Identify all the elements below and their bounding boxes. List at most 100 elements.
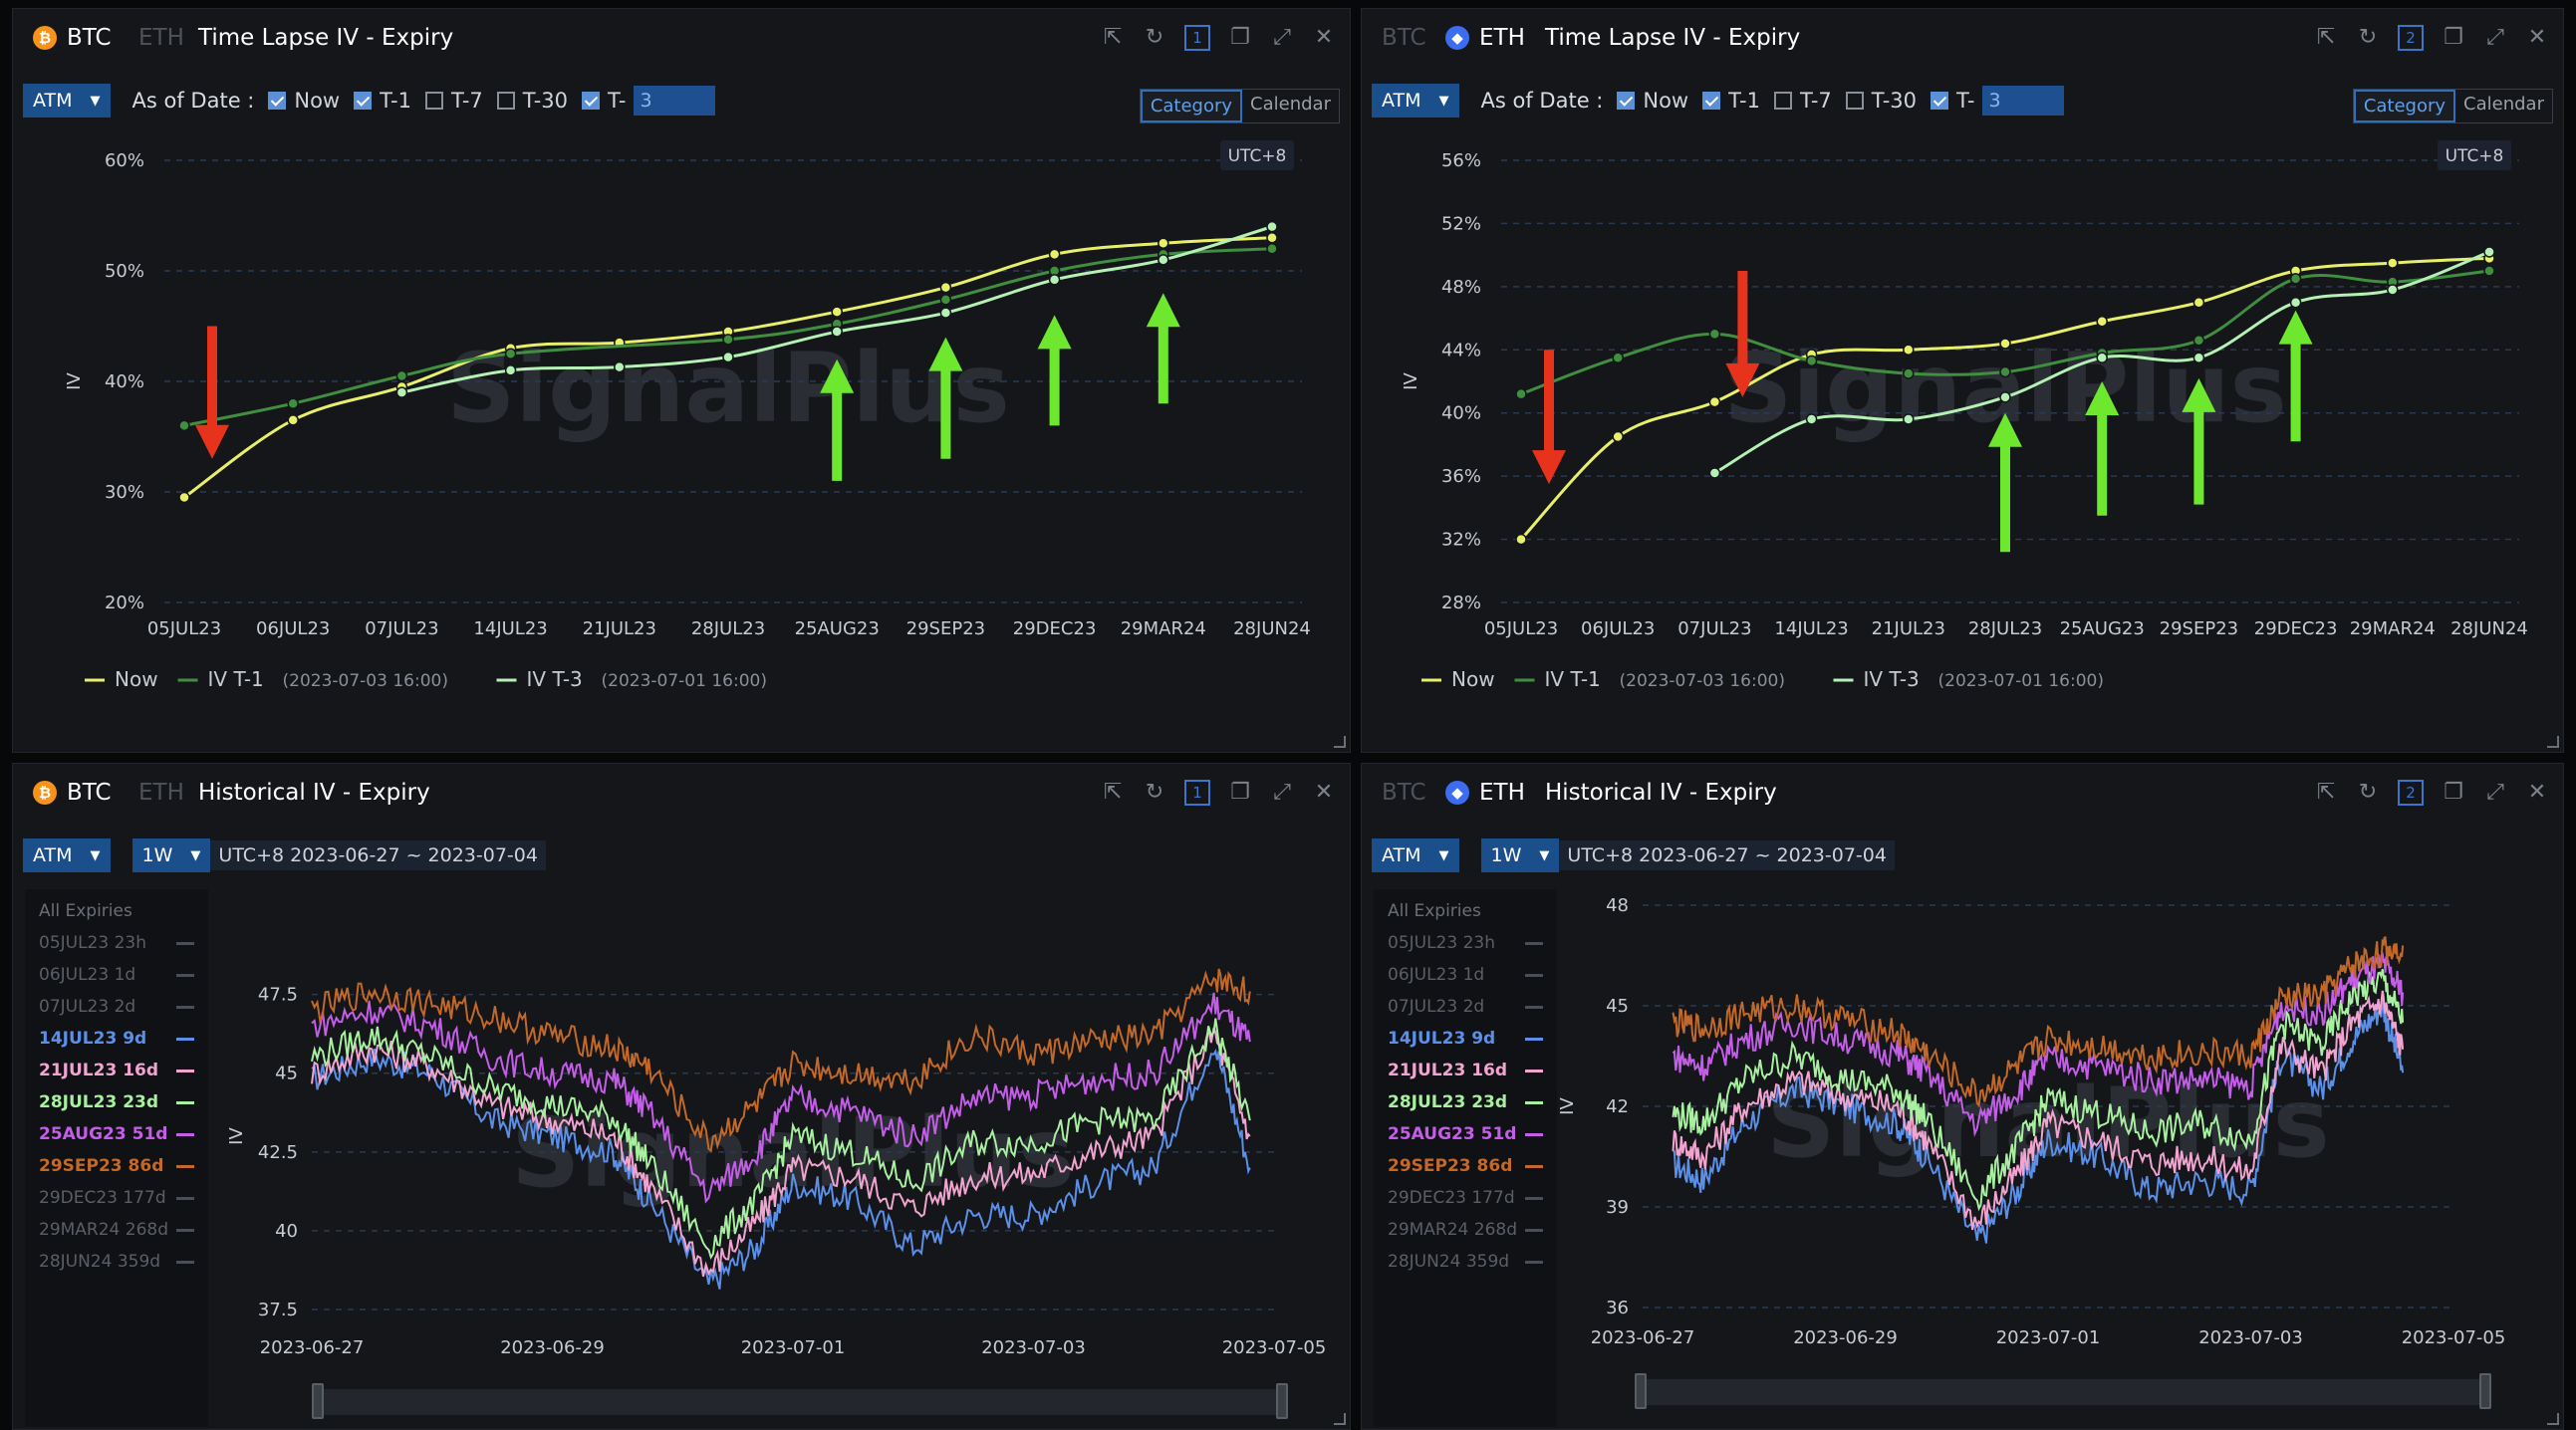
- expand-icon[interactable]: ⤢: [2486, 780, 2504, 805]
- checkbox-now[interactable]: Now: [1617, 89, 1688, 113]
- legend-all-expiries[interactable]: All Expiries: [39, 901, 132, 921]
- legend-item[interactable]: 28JUL23 23d: [25, 1086, 208, 1118]
- legend-item[interactable]: 06JUL23 1d: [25, 959, 208, 991]
- external-link-icon[interactable]: ⇱: [2316, 25, 2336, 50]
- legend-item[interactable]: 28JUN24 359d: [25, 1246, 208, 1278]
- category-button[interactable]: Category: [1140, 90, 1243, 122]
- coin-tab-btc[interactable]: ₿ BTC: [33, 23, 112, 53]
- coin-tab-eth[interactable]: ETH: [138, 780, 184, 806]
- legend-item[interactable]: 06JUL23 1d: [1374, 959, 1557, 991]
- legend-item[interactable]: 21JUL23 16d: [25, 1055, 208, 1086]
- expand-icon[interactable]: ⤢: [2486, 25, 2504, 50]
- external-link-icon[interactable]: ⇱: [2316, 780, 2336, 805]
- refresh-icon[interactable]: ↻: [1145, 780, 1164, 805]
- checkbox-t30[interactable]: T-30: [496, 89, 568, 113]
- window-number-badge[interactable]: 1: [1184, 25, 1210, 51]
- legend-item[interactable]: 29MAR24 268d: [25, 1214, 208, 1246]
- checkbox-t1[interactable]: T-1: [354, 89, 411, 113]
- checkbox-t7[interactable]: T-7: [424, 89, 483, 113]
- arrow-up-annotation-shape: [820, 358, 855, 481]
- range-scrollbar[interactable]: [1635, 1373, 2491, 1409]
- duplicate-icon[interactable]: ❐: [2444, 780, 2463, 805]
- atm-select[interactable]: ATM ▼: [1372, 838, 1459, 872]
- legend-item-swatch: [176, 1133, 194, 1136]
- close-icon[interactable]: ✕: [1314, 780, 1334, 805]
- legend-item[interactable]: 14JUL23 9d: [25, 1023, 208, 1055]
- close-icon[interactable]: ✕: [2527, 25, 2547, 50]
- legend-item-label: 29DEC23 177d: [1388, 1188, 1515, 1208]
- legend-item[interactable]: 25AUG23 51d: [25, 1118, 208, 1150]
- refresh-icon[interactable]: ↻: [2358, 25, 2378, 50]
- atm-select[interactable]: ATM ▼: [23, 838, 111, 872]
- resize-handle-icon[interactable]: [2547, 1413, 2559, 1425]
- legend-item[interactable]: 07JUL23 2d: [1374, 991, 1557, 1023]
- t-custom-input[interactable]: 3: [634, 86, 716, 116]
- close-icon[interactable]: ✕: [1314, 25, 1334, 50]
- coin-tab-eth[interactable]: ◆ ETH: [1445, 23, 1525, 53]
- coin-tab-btc[interactable]: ₿ BTC: [33, 778, 112, 808]
- calendar-button[interactable]: Calendar: [2463, 94, 2544, 115]
- legend-item[interactable]: 29SEP23 86d: [1374, 1150, 1557, 1182]
- refresh-icon[interactable]: ↻: [2358, 780, 2378, 805]
- coin-tab-btc[interactable]: BTC: [1382, 780, 1426, 806]
- window-number-badge[interactable]: 2: [2398, 25, 2424, 51]
- legend-item[interactable]: 07JUL23 2d: [25, 991, 208, 1023]
- legend-item-label: 28JUL23 23d: [39, 1092, 159, 1112]
- legend-item-label: 29MAR24 268d: [1388, 1220, 1518, 1240]
- legend-item[interactable]: 25AUG23 51d: [1374, 1118, 1557, 1150]
- window-number-badge[interactable]: 1: [1184, 780, 1210, 806]
- legend-item[interactable]: 28JUL23 23d: [1374, 1086, 1557, 1118]
- duplicate-icon[interactable]: ❐: [1230, 25, 1250, 50]
- external-link-icon[interactable]: ⇱: [1103, 780, 1123, 805]
- period-select[interactable]: 1W ▼: [1480, 838, 1560, 872]
- legend-item[interactable]: 29MAR24 268d: [1374, 1214, 1557, 1246]
- data-point: [2387, 284, 2399, 296]
- coin-tab-eth[interactable]: ETH: [138, 25, 184, 51]
- range-handle-right[interactable]: [2479, 1373, 2491, 1409]
- window-number-badge[interactable]: 2: [2398, 780, 2424, 806]
- legend-item[interactable]: 05JUL23 23h: [25, 927, 208, 959]
- duplicate-icon[interactable]: ❐: [1230, 780, 1250, 805]
- legend-item[interactable]: 29DEC23 177d: [25, 1182, 208, 1214]
- refresh-icon[interactable]: ↻: [1145, 25, 1164, 50]
- x-tick-label: 21JUL23: [583, 618, 656, 639]
- legend-all-expiries[interactable]: All Expiries: [1388, 901, 1481, 921]
- checkbox-t7[interactable]: T-7: [1773, 89, 1832, 113]
- legend-item-label: 29SEP23 86d: [39, 1156, 164, 1176]
- coin-tab-eth[interactable]: ◆ ETH: [1445, 778, 1525, 808]
- range-handle-left[interactable]: [1635, 1373, 1647, 1409]
- legend-item[interactable]: 14JUL23 9d: [1374, 1023, 1557, 1055]
- close-icon[interactable]: ✕: [2527, 780, 2547, 805]
- date-range-label[interactable]: UTC+8 2023-06-27 ~ 2023-07-04: [1559, 840, 1895, 870]
- atm-select[interactable]: ATM ▼: [23, 84, 111, 118]
- atm-select[interactable]: ATM ▼: [1372, 84, 1459, 118]
- checkbox-now[interactable]: Now: [268, 89, 340, 113]
- checkbox-t-custom[interactable]: T- 3: [1931, 86, 2065, 116]
- t-custom-input[interactable]: 3: [1982, 86, 2065, 116]
- checkbox-t-custom[interactable]: T- 3: [582, 86, 716, 116]
- range-scrollbar[interactable]: [312, 1383, 1288, 1419]
- range-handle-left[interactable]: [312, 1383, 324, 1419]
- expand-icon[interactable]: ⤢: [1273, 25, 1291, 50]
- duplicate-icon[interactable]: ❐: [2444, 25, 2463, 50]
- date-range-label[interactable]: UTC+8 2023-06-27 ~ 2023-07-04: [210, 840, 546, 870]
- legend-item-label: 07JUL23 2d: [39, 997, 136, 1017]
- calendar-button[interactable]: Calendar: [1250, 94, 1331, 115]
- legend-item[interactable]: 29SEP23 86d: [25, 1150, 208, 1182]
- resize-handle-icon[interactable]: [1334, 736, 1346, 748]
- period-select[interactable]: 1W ▼: [131, 838, 211, 872]
- resize-handle-icon[interactable]: [1334, 1413, 1346, 1425]
- y-axis-label: IV: [1557, 1097, 1578, 1115]
- legend-item[interactable]: 28JUN24 359d: [1374, 1246, 1557, 1278]
- legend-item[interactable]: 29DEC23 177d: [1374, 1182, 1557, 1214]
- category-button[interactable]: Category: [2353, 90, 2456, 122]
- coin-tab-btc[interactable]: BTC: [1382, 25, 1426, 51]
- checkbox-t30[interactable]: T-30: [1845, 89, 1917, 113]
- external-link-icon[interactable]: ⇱: [1103, 25, 1123, 50]
- legend-item[interactable]: 21JUL23 16d: [1374, 1055, 1557, 1086]
- checkbox-t1[interactable]: T-1: [1702, 89, 1760, 113]
- expand-icon[interactable]: ⤢: [1273, 780, 1291, 805]
- legend-item[interactable]: 05JUL23 23h: [1374, 927, 1557, 959]
- range-handle-right[interactable]: [1276, 1383, 1288, 1419]
- resize-handle-icon[interactable]: [2547, 736, 2559, 748]
